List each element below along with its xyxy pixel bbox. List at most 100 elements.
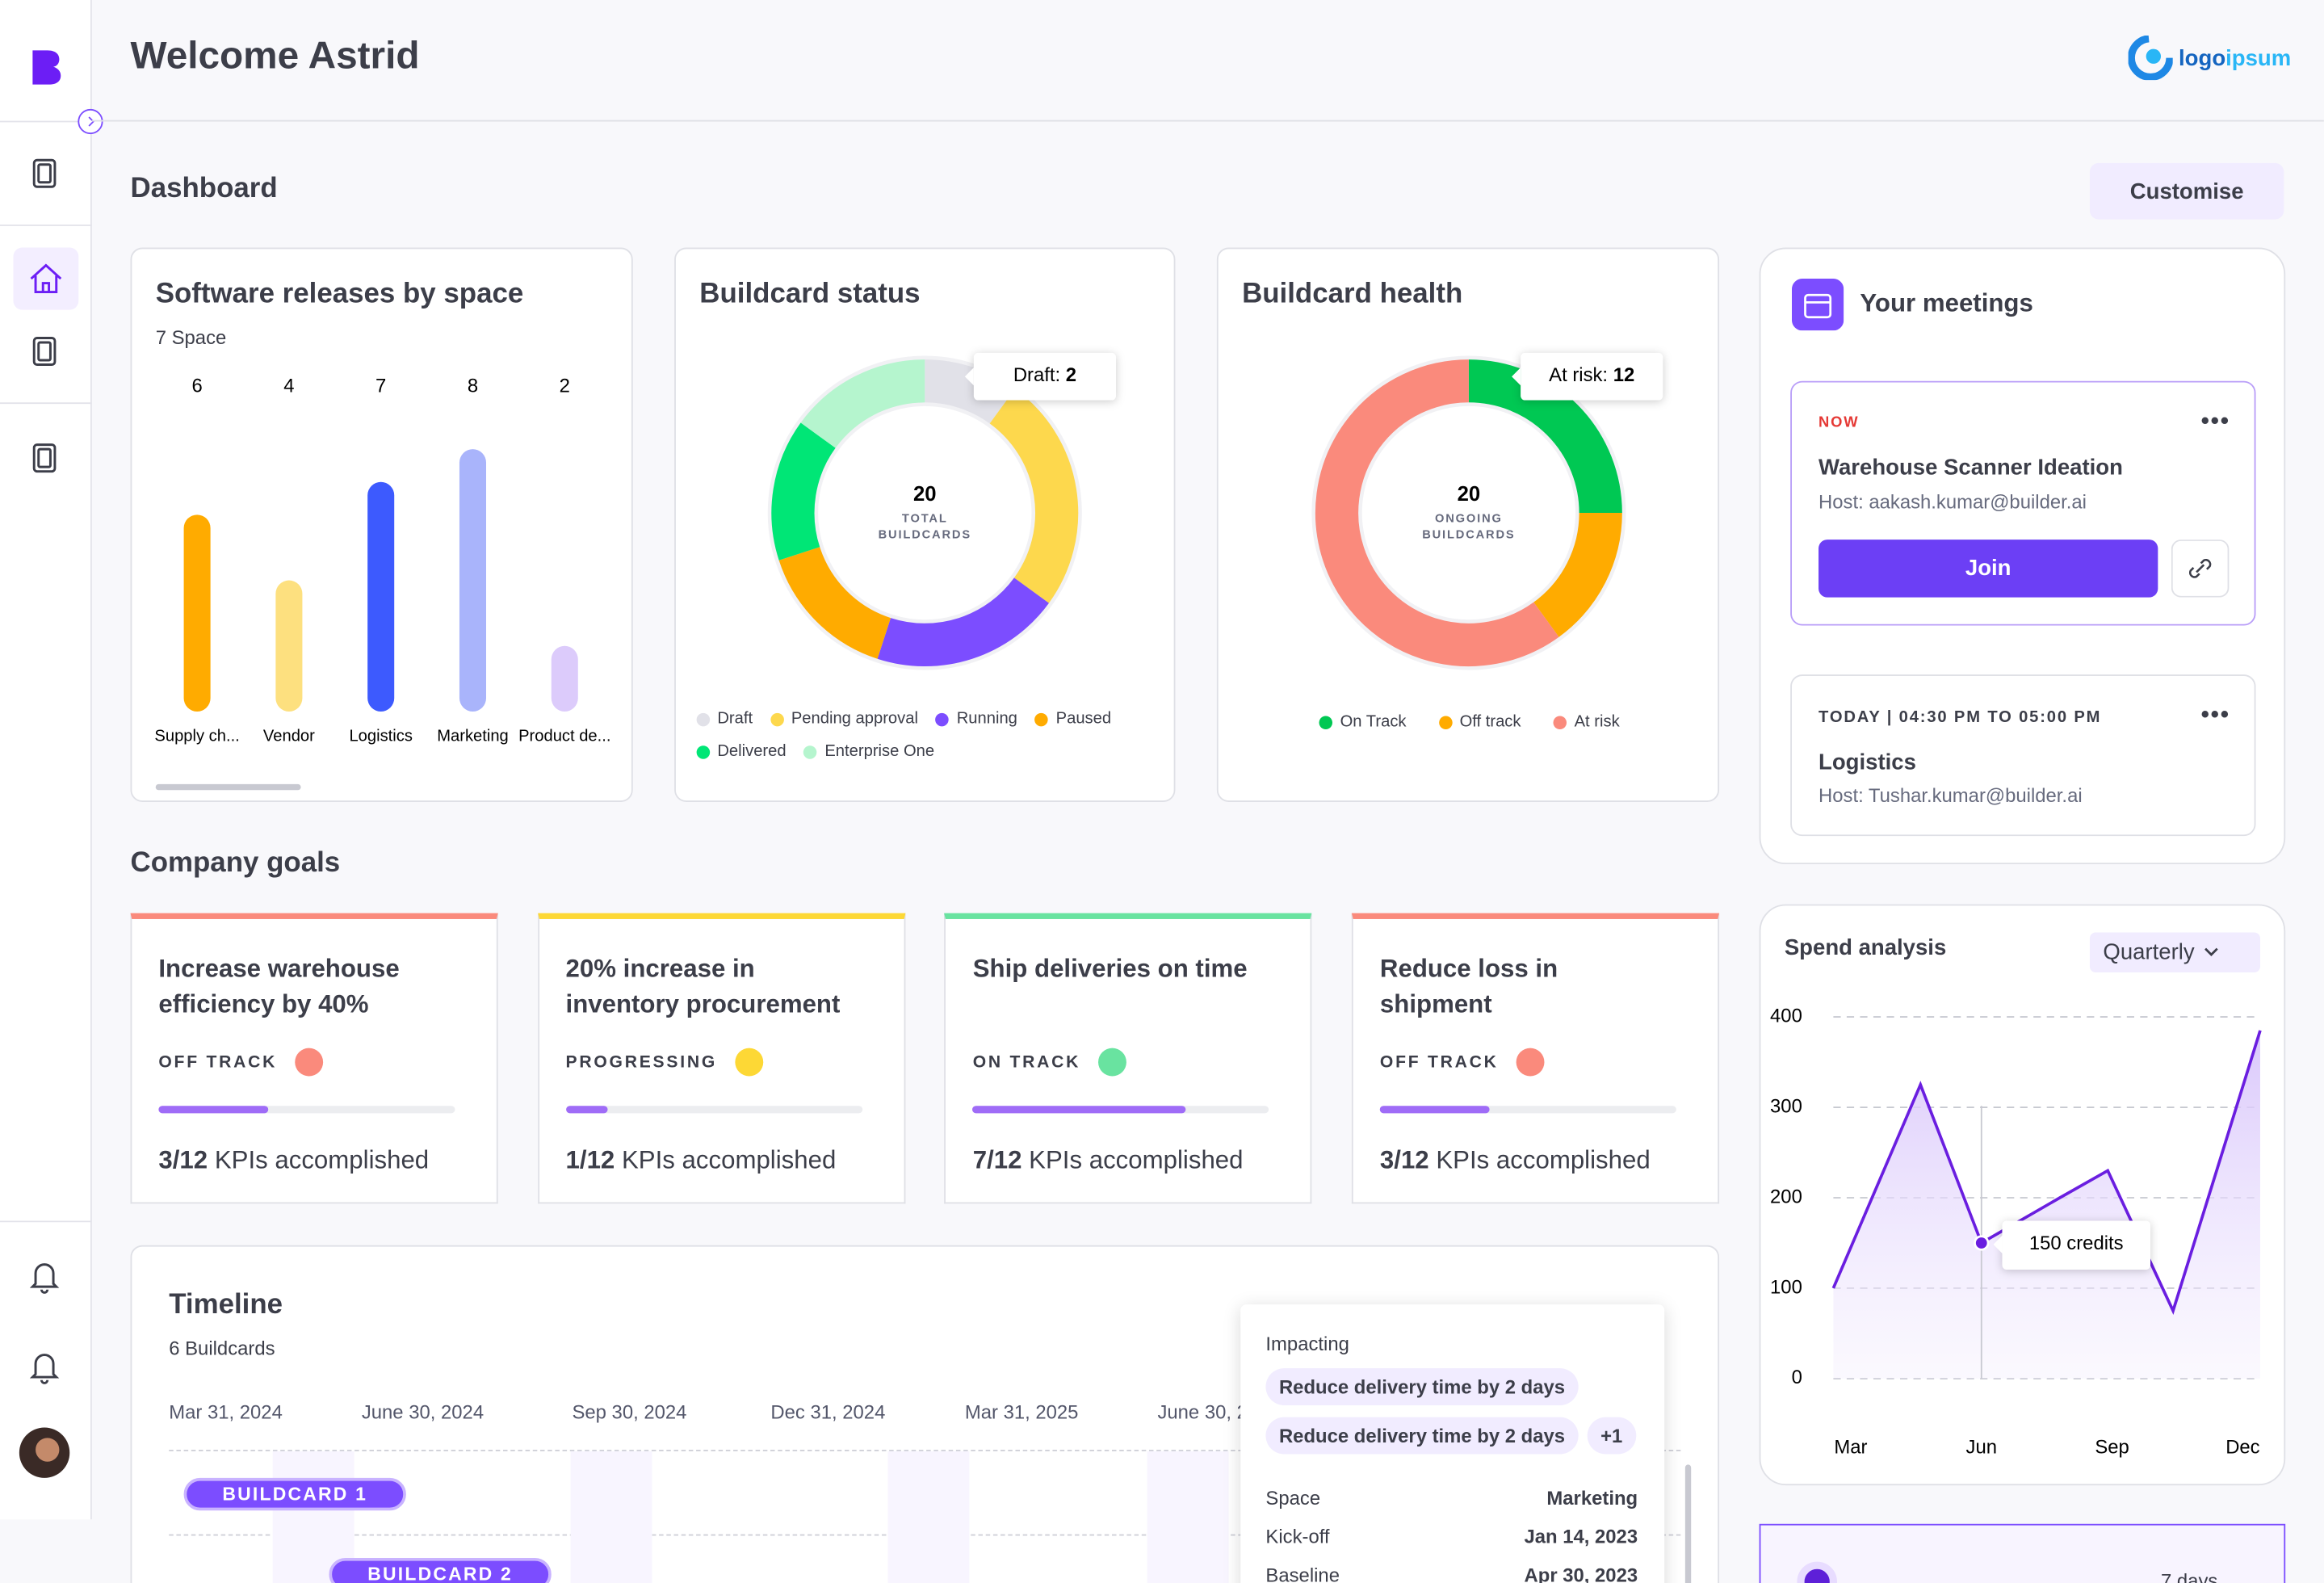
logo-text: logo: [2179, 44, 2226, 71]
kpi-text: KPIs accomplished: [1029, 1145, 1244, 1174]
detail-label: Baseline: [1265, 1564, 1340, 1583]
card-title: Buildcard health: [1242, 279, 1463, 310]
legend-label: On Track: [1340, 712, 1407, 731]
legend-item[interactable]: Draft: [696, 710, 753, 728]
legend-swatch: [696, 712, 711, 726]
legend-item[interactable]: Off track: [1438, 713, 1521, 731]
customise-button[interactable]: Customise: [2089, 162, 2284, 220]
kpi-count: 3/12: [158, 1145, 208, 1174]
brand-logo[interactable]: [32, 50, 61, 85]
timeline-date: Mar 31, 2024: [169, 1400, 283, 1423]
timeline-date: Dec 31, 2024: [770, 1400, 886, 1423]
chevron: [2204, 947, 2218, 956]
status-card: Buildcard status Draft Pending approval Ru…: [674, 247, 1176, 802]
legend-swatch: [1438, 715, 1453, 729]
calendar-icon: [1791, 279, 1844, 331]
detail-value: Marketing: [1546, 1486, 1638, 1510]
nav-icon[interactable]: [32, 443, 57, 473]
legend-item[interactable]: At risk: [1553, 712, 1620, 731]
buildcard-bar[interactable]: BUILDCARD 1: [183, 1477, 406, 1511]
chip-row: Reduce delivery time by 2 days +1: [1265, 1417, 1636, 1455]
card-title: Timeline: [169, 1289, 283, 1321]
meeting-host: Host: Tushar.kumar@builder.ai: [1819, 783, 2083, 807]
detail-label: Kick-off: [1265, 1525, 1330, 1548]
card-title: Your meetings: [1860, 288, 2033, 317]
progress-track: [1379, 1106, 1677, 1114]
legend-item[interactable]: Delivered: [696, 742, 787, 761]
legend-label: At risk: [1574, 712, 1620, 731]
buildcard-bar[interactable]: BUILDCARD 2: [329, 1558, 552, 1583]
period-dropdown[interactable]: Quarterly: [2089, 932, 2260, 973]
scrollbar[interactable]: [1684, 1464, 1692, 1583]
scrollbar[interactable]: [155, 783, 301, 791]
legend-item[interactable]: On Track: [1319, 713, 1407, 731]
kpi-count: 7/12: [972, 1145, 1022, 1174]
detail-row: Space Marketing: [1265, 1487, 1638, 1510]
legend-item[interactable]: Running: [935, 710, 1017, 728]
nav-icon[interactable]: [32, 158, 57, 188]
status-label: PROGRESSING: [565, 1053, 718, 1072]
detail-row: Kick-off Jan 14, 2023: [1265, 1526, 1638, 1548]
legend-item[interactable]: Paused: [1034, 710, 1111, 728]
goal-status: ON TRACK: [973, 1048, 1127, 1077]
goal-card[interactable]: 20% increase in inventory procurement PRO…: [537, 913, 905, 1204]
nav-icon[interactable]: [32, 337, 57, 366]
goal-card[interactable]: Ship deliveries on time ON TRACK 7/12 KPIs…: [944, 913, 1313, 1204]
detail-label: Space: [1265, 1486, 1321, 1510]
legend-swatch: [1319, 715, 1333, 729]
legend: Draft Pending approval Running Paused Delive…: [696, 710, 1168, 761]
goal-card[interactable]: Increase warehouse efficiency by 40% OFF …: [130, 913, 498, 1204]
meetings-card: Your meetings NOW ••• Warehouse Scanner …: [1759, 247, 2286, 865]
legend-swatch: [935, 712, 950, 726]
meeting-item[interactable]: NOW ••• Warehouse Scanner Ideation Host:…: [1790, 380, 2256, 626]
summary-card: 7 days: [1759, 1523, 2286, 1583]
sidebar-icons: [0, 50, 92, 1478]
link-button[interactable]: [2171, 540, 2230, 598]
legend-label: Enterprise One: [824, 742, 935, 761]
card-title: Buildcard status: [699, 279, 921, 310]
meeting-title: Warehouse Scanner Ideation: [1819, 455, 2123, 481]
kpi-text: KPIs accomplished: [214, 1145, 430, 1174]
chip: Reduce delivery time by 2 days: [1265, 1368, 1579, 1405]
goal-kpis: 3/12 KPIs accomplished: [158, 1146, 429, 1176]
goal-card[interactable]: Reduce loss in shipment OFF TRACK 3/12 KPI…: [1352, 913, 1720, 1204]
spend-card: Spend analysis Quarterly: [1759, 904, 2286, 1486]
company-logo: logo ipsum: [2128, 36, 2292, 81]
detail-value: Apr 30, 2023: [1524, 1564, 1638, 1583]
legend-label: Pending approval: [791, 710, 918, 729]
join-button[interactable]: Join: [1819, 540, 2158, 598]
timeline-column: [570, 1451, 652, 1583]
goal-title: Ship deliveries on time: [972, 954, 1248, 983]
goal-kpis: 7/12 KPIs accomplished: [973, 1146, 1244, 1176]
meeting-title: Logistics: [1819, 750, 1916, 775]
timeline-column: [1147, 1451, 1229, 1583]
notification-icon[interactable]: [29, 1354, 60, 1384]
status-label: OFF TRACK: [1379, 1053, 1499, 1072]
detail-row: Baseline Apr 30, 2023: [1265, 1564, 1638, 1583]
logo-mark: [2128, 36, 2173, 81]
home-icon[interactable]: [30, 263, 62, 294]
dropdown-value: Quarterly: [2103, 939, 2195, 965]
logo-text: ipsum: [2225, 44, 2292, 71]
legend-swatch: [803, 745, 818, 758]
more-button[interactable]: •••: [2200, 702, 2230, 729]
card-title: Spend analysis: [1784, 935, 1947, 961]
detail-value: Jan 14, 2023: [1524, 1525, 1638, 1548]
releases-card: Software releases by space 7 Space: [130, 247, 633, 802]
goal-status: OFF TRACK: [1380, 1048, 1545, 1077]
legend-label: Delivered: [717, 742, 787, 761]
more-button[interactable]: •••: [2200, 409, 2230, 435]
legend-swatch: [1553, 715, 1567, 729]
chip-rows: Reduce delivery time by 2 days Reduce del…: [1265, 1368, 1636, 1455]
legend-item[interactable]: Enterprise One: [803, 742, 935, 761]
chip-more: +1: [1587, 1417, 1636, 1455]
status-dot: [1797, 1561, 1837, 1583]
meeting-item[interactable]: TODAY | 04:30 PM TO 05:00 PM ••• Logisti…: [1790, 674, 2256, 837]
legend-item[interactable]: Pending approval: [770, 710, 918, 728]
timeline-row-line: [169, 1450, 1681, 1451]
range-dropdown[interactable]: 7 days: [2161, 1569, 2218, 1583]
notification-icon[interactable]: [29, 1263, 60, 1294]
